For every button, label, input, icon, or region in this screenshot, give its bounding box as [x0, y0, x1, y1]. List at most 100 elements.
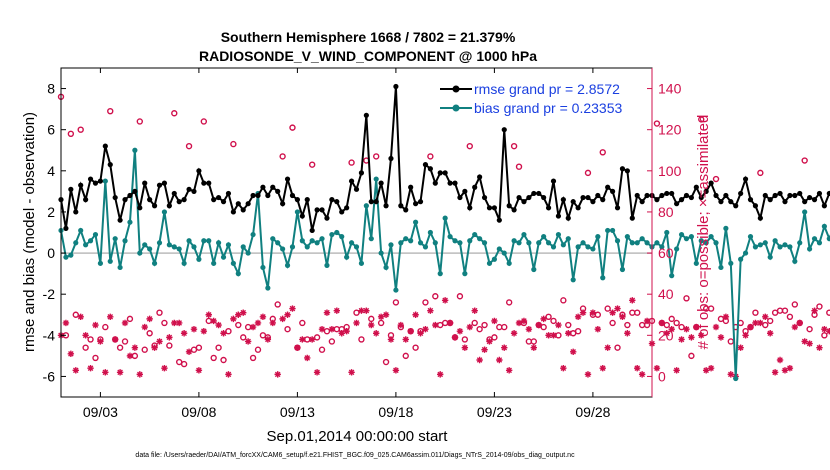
- rmse-point: [339, 209, 345, 215]
- bias-point: [605, 227, 611, 234]
- rmse-point: [811, 197, 818, 203]
- bias-point: [230, 260, 236, 266]
- rmse-point: [378, 180, 384, 186]
- rmse-point: [255, 192, 261, 199]
- obs-assimilated-marker: [200, 328, 208, 335]
- rmse-point: [550, 178, 557, 184]
- bias-point: [654, 240, 660, 246]
- obs-assimilated-marker: [481, 346, 488, 353]
- obs-assimilated-marker: [299, 336, 306, 343]
- obs-assimilated-marker: [560, 365, 567, 372]
- rmse-point: [216, 194, 222, 201]
- rmse-point: [161, 180, 168, 186]
- obs-assimilated-marker: [333, 307, 340, 314]
- obs-assimilated-marker: [67, 350, 75, 358]
- rmse-point: [678, 197, 685, 203]
- bias-point: [127, 219, 133, 225]
- rmse-point: [358, 170, 365, 176]
- rmse-point: [176, 199, 182, 205]
- y-axis-ticks: -6 -4 -2 0 2 4 6 8: [43, 81, 66, 384]
- x-tick-label: 09/18: [378, 404, 413, 420]
- rmse-point: [280, 201, 286, 207]
- obs-assimilated-marker: [215, 321, 222, 329]
- rmse-point: [738, 190, 744, 197]
- rmse-point: [127, 192, 133, 199]
- obs-possible-marker: [121, 338, 129, 345]
- rmse-point: [669, 190, 675, 197]
- bias-point: [280, 246, 286, 252]
- bias-point: [555, 231, 562, 238]
- bias-point: [147, 246, 153, 252]
- obs-possible-marker: [412, 344, 419, 351]
- rmse-point: [166, 203, 172, 209]
- rmse-point: [472, 184, 478, 190]
- y-tick-label: -2: [43, 286, 56, 302]
- obs-possible-marker: [240, 334, 247, 341]
- bias-point: [708, 234, 714, 240]
- obs-possible-marker: [609, 319, 616, 327]
- y-tick-label: -4: [43, 327, 56, 343]
- obs-assimilated-marker: [491, 317, 498, 325]
- rmse-point: [560, 197, 566, 203]
- rmse-point: [309, 227, 315, 234]
- rmse-point: [413, 201, 419, 207]
- rmse-point: [211, 197, 217, 203]
- bias-point: [151, 260, 158, 266]
- obs-possible-marker: [673, 319, 680, 327]
- obs-assimilated-marker: [432, 321, 439, 329]
- bias-point: [107, 258, 113, 264]
- bias-point: [713, 240, 719, 246]
- bias-point: [309, 238, 315, 244]
- bias-point: [811, 236, 818, 242]
- rmse-point: [787, 192, 793, 199]
- obs-assimilated-marker: [92, 321, 99, 329]
- obs-assimilated-marker: [225, 371, 232, 378]
- bias-point: [358, 260, 365, 266]
- plot-area: [61, 68, 652, 397]
- rmse-point: [477, 174, 483, 180]
- bias-point: [398, 240, 404, 246]
- rmse-point: [403, 207, 409, 213]
- bias-point: [324, 262, 330, 268]
- obs-assimilated-marker: [116, 369, 124, 376]
- rmse-point: [319, 207, 325, 213]
- obs-assimilated-marker: [821, 325, 828, 333]
- obs-assimilated-marker: [230, 315, 237, 323]
- rmse-point: [639, 199, 645, 205]
- bias-point: [73, 240, 79, 246]
- obs-assimilated-marker: [816, 344, 823, 351]
- obs-assimilated-marker: [121, 319, 129, 327]
- bias-point: [624, 234, 630, 240]
- obs-assimilated-marker: [574, 313, 582, 321]
- right-tick-label: 80: [658, 204, 674, 220]
- rmse-point: [63, 225, 69, 231]
- obs-assimilated-marker: [205, 311, 212, 318]
- rmse-point: [718, 199, 724, 205]
- bias-point: [747, 234, 754, 240]
- obs-assimilated-marker: [259, 313, 267, 321]
- rmse-point: [447, 180, 453, 186]
- obs-assimilated-marker: [77, 313, 84, 321]
- obs-possible-marker: [249, 354, 257, 362]
- rmse-point: [147, 197, 153, 203]
- obs-assimilated-marker: [328, 325, 336, 333]
- bias-point: [329, 231, 335, 238]
- right-tick-label: 20: [658, 327, 674, 343]
- rmse-point: [644, 192, 650, 199]
- bias-point: [703, 240, 709, 246]
- bias-point: [767, 254, 773, 260]
- obs-assimilated-marker: [190, 325, 198, 333]
- bias-point: [314, 240, 320, 246]
- bias-point: [511, 238, 517, 244]
- bias-point: [452, 238, 458, 244]
- bias-point: [181, 260, 187, 266]
- obs-assimilated-marker: [683, 325, 690, 333]
- obs-possible-marker: [107, 107, 114, 115]
- obs-assimilated-marker: [97, 338, 104, 345]
- obs-assimilated-marker: [702, 367, 710, 374]
- bias-point: [723, 225, 729, 231]
- obs-assimilated-marker: [358, 307, 365, 314]
- bias-point: [437, 271, 443, 277]
- legend-rmse-marker: [452, 85, 460, 93]
- obs-possible-marker: [180, 360, 188, 368]
